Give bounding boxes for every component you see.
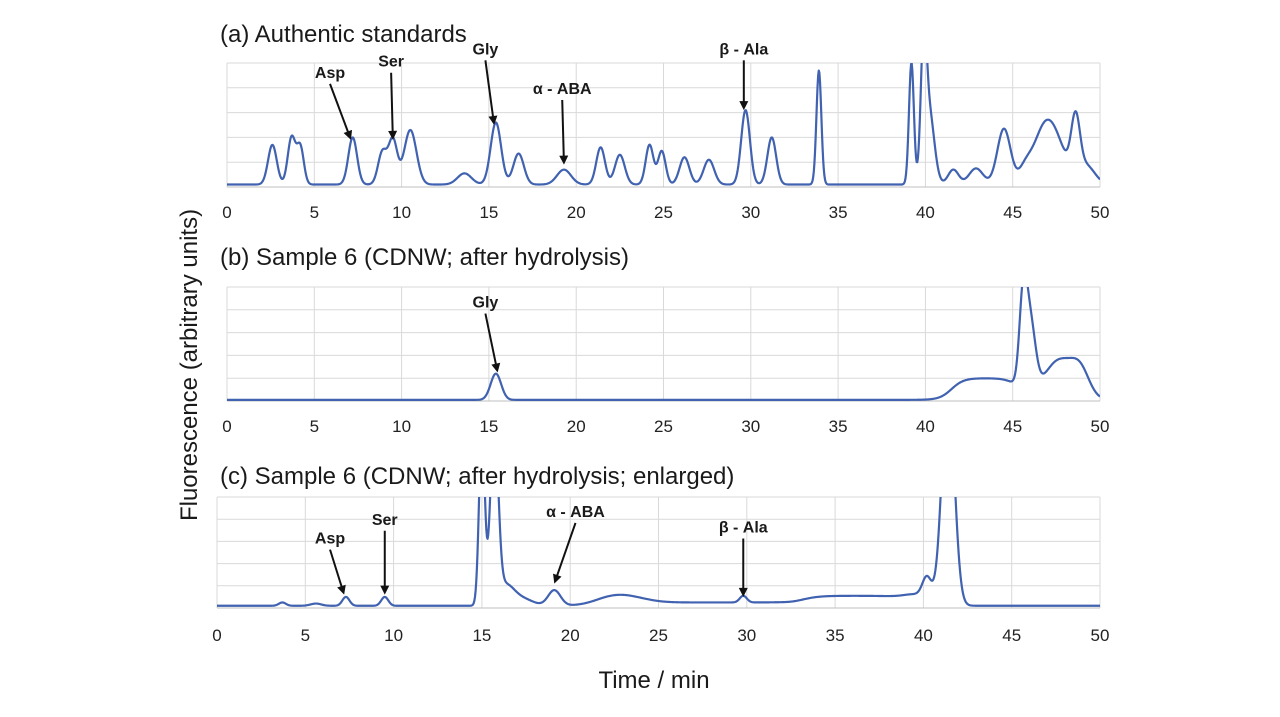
peak-label: α - ABA <box>546 504 605 521</box>
x-tick-label: 40 <box>916 203 935 222</box>
x-tick-label: 35 <box>829 203 848 222</box>
peak-arrow <box>329 549 344 592</box>
y-axis-label: Fluorescence (arbitrary units) <box>176 209 203 521</box>
x-tick-label: 40 <box>916 417 935 436</box>
arrow-head <box>738 587 748 597</box>
x-tick-label: 0 <box>212 626 221 645</box>
x-tick-label: 50 <box>1091 626 1110 645</box>
arrow-head <box>488 115 498 125</box>
chromatogram-trace <box>217 497 1100 607</box>
peak-label: Ser <box>378 54 404 71</box>
panel-a-plot: 0 5 10 15 20 25 30 35 40 45 50 Asp Ser Gly α - ABA β - … <box>222 41 1110 222</box>
x-tick-label: 35 <box>826 626 845 645</box>
x-tick-label: 30 <box>741 203 760 222</box>
x-tick-label: 50 <box>1091 203 1110 222</box>
x-tick-label: 30 <box>741 417 760 436</box>
arrow-head <box>380 585 390 595</box>
x-tick-label: 25 <box>654 203 673 222</box>
arrow-head <box>739 101 749 111</box>
x-tick-label: 20 <box>561 626 580 645</box>
x-axis-label: Time / min <box>598 667 709 694</box>
x-tick-label: 25 <box>649 626 668 645</box>
peak-arrow <box>390 72 394 136</box>
x-tick-label: 10 <box>392 203 411 222</box>
peak-label: Asp <box>315 65 345 82</box>
arrow-head <box>388 130 398 140</box>
x-tick-label: 40 <box>914 626 933 645</box>
x-tick-label: 5 <box>310 203 319 222</box>
x-tick-label: 10 <box>392 417 411 436</box>
arrow-head <box>343 129 353 140</box>
x-tick-label: 45 <box>1002 626 1021 645</box>
x-tick-label: 15 <box>479 203 498 222</box>
chromatogram-trace <box>227 63 1100 186</box>
x-tick-label: 45 <box>1003 203 1022 222</box>
x-tick-label: 30 <box>737 626 756 645</box>
arrow-head <box>491 362 501 373</box>
arrow-head <box>559 155 569 165</box>
peak-label: β - Ala <box>719 520 768 537</box>
panel-a-title: (a) Authentic standards <box>220 21 467 48</box>
arrow-head <box>337 584 346 595</box>
peak-arrow <box>484 313 498 369</box>
peak-label: α - ABA <box>533 81 592 98</box>
peak-label: Gly <box>473 41 499 58</box>
peak-arrow <box>484 60 495 122</box>
x-tick-label: 45 <box>1003 417 1022 436</box>
panel-b-title: (b) Sample 6 (CDNW; after hydrolysis) <box>220 244 629 271</box>
x-tick-label: 15 <box>479 417 498 436</box>
x-tick-label: 0 <box>222 203 231 222</box>
peak-label: Ser <box>372 512 398 529</box>
x-tick-label: 5 <box>310 417 319 436</box>
panel-c-plot: 0 5 10 15 20 25 30 35 40 45 50 Asp Ser α - ABA β - Ala <box>212 496 1110 645</box>
x-tick-label: 15 <box>472 626 491 645</box>
x-tick-label: 35 <box>829 417 848 436</box>
peak-arrow <box>329 83 351 137</box>
peak-label: Asp <box>315 531 345 548</box>
x-tick-label: 0 <box>222 417 231 436</box>
panel-b-plot: 0 5 10 15 20 25 30 35 40 45 50 Gly <box>222 286 1110 436</box>
x-tick-label: 10 <box>384 626 403 645</box>
peak-label: Gly <box>473 295 499 312</box>
peak-arrow <box>554 522 577 581</box>
peak-arrow <box>561 99 565 161</box>
panel-c-title: (c) Sample 6 (CDNW; after hydrolysis; en… <box>220 463 734 490</box>
chromatogram-trace <box>227 287 1100 401</box>
x-tick-label: 5 <box>301 626 310 645</box>
x-tick-label: 25 <box>654 417 673 436</box>
x-tick-label: 20 <box>567 203 586 222</box>
arrow-head <box>553 573 562 584</box>
x-tick-label: 50 <box>1091 417 1110 436</box>
x-tick-label: 20 <box>567 417 586 436</box>
peak-label: β - Ala <box>719 41 768 58</box>
